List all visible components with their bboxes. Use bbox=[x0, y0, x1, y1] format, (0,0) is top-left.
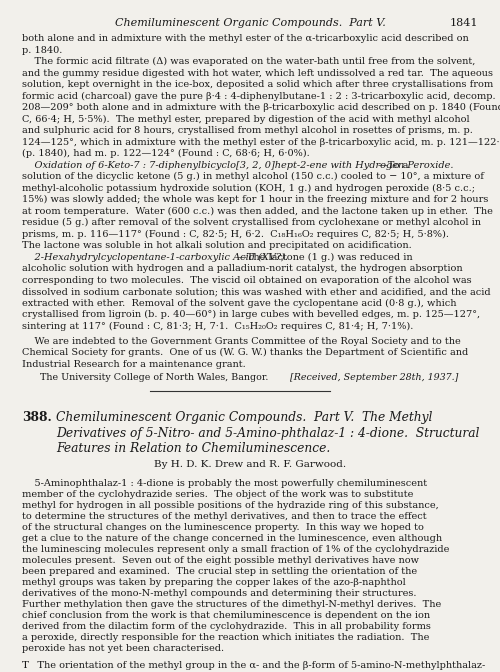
Text: —To a: —To a bbox=[378, 161, 409, 169]
Text: Chemiluminescent Organic Compounds.  Part V.: Chemiluminescent Organic Compounds. Part… bbox=[114, 18, 386, 28]
Text: corresponding to two molecules.  The viscid oil obtained on evaporation of the a: corresponding to two molecules. The visc… bbox=[22, 276, 471, 285]
Text: methyl-alcoholic potassium hydroxide solution (KOH, 1 g.) and hydrogen peroxide : methyl-alcoholic potassium hydroxide sol… bbox=[22, 183, 475, 193]
Text: T: T bbox=[22, 661, 29, 670]
Text: get a clue to the nature of the change concerned in the luminescence, even altho: get a clue to the nature of the change c… bbox=[22, 534, 442, 543]
Text: The lactone was soluble in hot alkali solution and precipitated on acidification: The lactone was soluble in hot alkali so… bbox=[22, 241, 412, 250]
Text: 388.: 388. bbox=[22, 411, 52, 424]
Text: prisms, m. p. 116—117° (Found : C, 82·5; H, 6·2.  C₁₈H₁₆O₂ requires C, 82·5; H, : prisms, m. p. 116—117° (Found : C, 82·5;… bbox=[22, 230, 449, 239]
Text: 208—209° both alone and in admixture with the β-tricarboxylic acid described on : 208—209° both alone and in admixture wit… bbox=[22, 103, 500, 112]
Text: solution, kept overnight in the ice-box, deposited a solid which after three cry: solution, kept overnight in the ice-box,… bbox=[22, 80, 493, 89]
Text: derivatives of the mono-N-methyl compounds and determining their structures.: derivatives of the mono-N-methyl compoun… bbox=[22, 589, 416, 598]
Text: dissolved in sodium carbonate solution; this was washed with ether and acidified: dissolved in sodium carbonate solution; … bbox=[22, 287, 490, 296]
Text: p. 1840.: p. 1840. bbox=[22, 46, 62, 54]
Text: We are indebted to the Government Grants Committee of the Royal Society and to t: We are indebted to the Government Grants… bbox=[22, 337, 461, 345]
Text: Further methylation then gave the structures of the dimethyl-N-methyl derives.  : Further methylation then gave the struct… bbox=[22, 600, 442, 609]
Text: 15%) was slowly added; the whole was kept for 1 hour in the freezing mixture and: 15%) was slowly added; the whole was kep… bbox=[22, 195, 488, 204]
Text: of the structural changes on the luminescence property.  In this way we hoped to: of the structural changes on the lumines… bbox=[22, 523, 424, 532]
Text: 2-Hexahydrylcyclopentane-1-carboxylic Acid (XV?).: 2-Hexahydrylcyclopentane-1-carboxylic Ac… bbox=[22, 253, 288, 261]
Text: formic acid (charcoal) gave the pure β·4 : 4-diphenylbutane-1 : 2 : 3-tricarboxy: formic acid (charcoal) gave the pure β·4… bbox=[22, 91, 496, 101]
Text: Derivatives of 5-Nitro- and 5-Amino-phthalaz-1 : 4-dione.  Structural: Derivatives of 5-Nitro- and 5-Amino-phth… bbox=[56, 427, 480, 440]
Text: [Received, September 28th, 1937.]: [Received, September 28th, 1937.] bbox=[290, 374, 458, 382]
Text: Industrial Research for a maintenance grant.: Industrial Research for a maintenance gr… bbox=[22, 360, 246, 368]
Text: member of the cyclohydrazide series.  The object of the work was to substitute: member of the cyclohydrazide series. The… bbox=[22, 490, 413, 499]
Text: and the gummy residue digested with hot water, which left undissolved a red tar.: and the gummy residue digested with hot … bbox=[22, 69, 493, 77]
Text: peroxide has not yet been characterised.: peroxide has not yet been characterised. bbox=[22, 644, 224, 653]
Text: 1841: 1841 bbox=[450, 18, 478, 28]
Text: alcoholic solution with hydrogen and a palladium-norit catalyst, the hydrogen ab: alcoholic solution with hydrogen and a p… bbox=[22, 264, 462, 273]
Text: Chemical Society for grants.  One of us (W. G. W.) thanks the Department of Scie: Chemical Society for grants. One of us (… bbox=[22, 348, 468, 358]
Text: molecules present.  Seven out of the eight possible methyl derivatives have now: molecules present. Seven out of the eigh… bbox=[22, 556, 419, 565]
Text: Chemiluminescent Organic Compounds.  Part V.  The Methyl: Chemiluminescent Organic Compounds. Part… bbox=[56, 411, 432, 424]
Text: residue (5 g.) after removal of the solvent crystallised from cyclohexane or met: residue (5 g.) after removal of the solv… bbox=[22, 218, 481, 227]
Text: been prepared and examined.  The crucial step in settling the orientation of the: been prepared and examined. The crucial … bbox=[22, 567, 417, 576]
Text: (p. 1840), had m. p. 122—124° (Found : C, 68·6; H, 6·0%).: (p. 1840), had m. p. 122—124° (Found : C… bbox=[22, 149, 310, 158]
Text: and sulphuric acid for 8 hours, crystallised from methyl alcohol in rosettes of : and sulphuric acid for 8 hours, crystall… bbox=[22, 126, 473, 135]
Text: —The lactone (1 g.) was reduced in: —The lactone (1 g.) was reduced in bbox=[236, 253, 412, 261]
Text: 124—125°, which in admixture with the methyl ester of the β-tricarboxylic acid, : 124—125°, which in admixture with the me… bbox=[22, 138, 500, 146]
Text: a peroxide, directly responsible for the reaction which initiates the radiation.: a peroxide, directly responsible for the… bbox=[22, 633, 430, 642]
Text: solution of the dicyclic ketone (5 g.) in methyl alcohol (150 c.c.) cooled to − : solution of the dicyclic ketone (5 g.) i… bbox=[22, 172, 484, 181]
Text: C, 66·4; H, 5·5%).  The methyl ester, prepared by digestion of the acid with met: C, 66·4; H, 5·5%). The methyl ester, pre… bbox=[22, 115, 469, 124]
Text: derived from the dilactim form of the cyclohydrazide.  This in all probability f: derived from the dilactim form of the cy… bbox=[22, 622, 431, 631]
Text: chief conclusion from the work is that chemiluminescence is dependent on the ion: chief conclusion from the work is that c… bbox=[22, 611, 430, 620]
Text: The University College of North Wales, Bangor.: The University College of North Wales, B… bbox=[40, 374, 268, 382]
Text: The orientation of the methyl group in the α- and the β-form of 5-amino-N-methyl: The orientation of the methyl group in t… bbox=[28, 661, 485, 670]
Text: sintering at 117° (Found : C, 81·3; H, 7·1.  C₁₅H₂₀O₂ requires C, 81·4; H, 7·1%): sintering at 117° (Found : C, 81·3; H, 7… bbox=[22, 322, 413, 331]
Text: methyl for hydrogen in all possible positions of the hydrazide ring of this subs: methyl for hydrogen in all possible posi… bbox=[22, 501, 439, 510]
Text: 5-Aminophthalaz-1 : 4-dione is probably the most powerfully chemiluminescent: 5-Aminophthalaz-1 : 4-dione is probably … bbox=[22, 479, 427, 488]
Text: Oxidation of 6-Keto-7 : 7-diphenylbicyclo[3, 2, 0]hept-2-ene with Hydrogen Perox: Oxidation of 6-Keto-7 : 7-diphenylbicycl… bbox=[22, 161, 454, 169]
Text: By H. D. K. Drew and R. F. Garwood.: By H. D. K. Drew and R. F. Garwood. bbox=[154, 460, 346, 468]
Text: the luminescing molecules represent only a small fraction of 1% of the cyclohydr: the luminescing molecules represent only… bbox=[22, 545, 450, 554]
Text: both alone and in admixture with the methyl ester of the α-tricarboxylic acid de: both alone and in admixture with the met… bbox=[22, 34, 469, 43]
Text: extracted with ether.  Removal of the solvent gave the cyclopentane acid (0·8 g.: extracted with ether. Removal of the sol… bbox=[22, 298, 456, 308]
Text: crystallised from ligroin (b. p. 40—60°) in large cubes with bevelled edges, m. : crystallised from ligroin (b. p. 40—60°)… bbox=[22, 310, 480, 319]
Text: Features in Relation to Chemiluminescence.: Features in Relation to Chemiluminescenc… bbox=[56, 442, 330, 456]
Text: The formic acid filtrate (Δ) was evaporated on the water-bath until free from th: The formic acid filtrate (Δ) was evapora… bbox=[22, 57, 475, 67]
Text: to determine the structures of the methyl derivatives, and then to trace the eff: to determine the structures of the methy… bbox=[22, 512, 426, 521]
Text: at room temperature.  Water (600 c.c.) was then added, and the lactone taken up : at room temperature. Water (600 c.c.) wa… bbox=[22, 206, 493, 216]
Text: methyl groups was taken by preparing the copper lakes of the azo-β-naphthol: methyl groups was taken by preparing the… bbox=[22, 578, 406, 587]
